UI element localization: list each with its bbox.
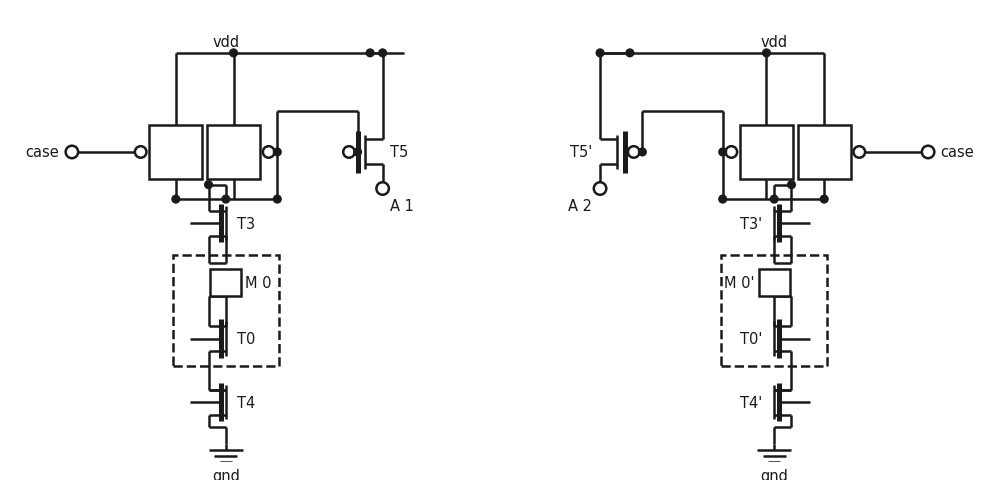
- Text: T5: T5: [390, 145, 409, 160]
- Text: T1': T1': [813, 145, 835, 160]
- Circle shape: [594, 183, 606, 195]
- Circle shape: [596, 50, 604, 58]
- Bar: [207, 126, 260, 180]
- Text: vdd: vdd: [212, 35, 239, 50]
- Circle shape: [273, 149, 281, 156]
- Circle shape: [66, 146, 78, 159]
- Text: A 2: A 2: [568, 199, 592, 214]
- Text: T0': T0': [740, 331, 763, 347]
- Circle shape: [263, 147, 274, 158]
- Text: T2': T2': [755, 145, 778, 160]
- Text: T3': T3': [740, 216, 763, 231]
- Circle shape: [354, 149, 361, 156]
- Text: T4: T4: [237, 395, 256, 410]
- Circle shape: [726, 147, 737, 158]
- Circle shape: [770, 196, 778, 204]
- Text: T3: T3: [237, 216, 256, 231]
- Text: T2: T2: [224, 145, 243, 160]
- Circle shape: [273, 196, 281, 204]
- Bar: [149, 126, 202, 180]
- Circle shape: [222, 196, 230, 204]
- Text: M 0: M 0: [245, 276, 272, 291]
- Text: T1: T1: [167, 145, 185, 160]
- Circle shape: [343, 147, 355, 158]
- Circle shape: [854, 147, 865, 158]
- Circle shape: [922, 146, 934, 159]
- Circle shape: [788, 181, 795, 189]
- Text: M 0': M 0': [724, 276, 755, 291]
- Circle shape: [639, 149, 646, 156]
- Bar: [173, 255, 279, 366]
- Text: gnd: gnd: [212, 468, 240, 480]
- Circle shape: [379, 50, 386, 58]
- Bar: [759, 270, 790, 297]
- Circle shape: [719, 149, 727, 156]
- Circle shape: [719, 196, 727, 204]
- Circle shape: [376, 183, 389, 195]
- Circle shape: [626, 50, 634, 58]
- Text: A 1: A 1: [390, 199, 414, 214]
- Circle shape: [205, 181, 212, 189]
- Text: T0: T0: [237, 331, 256, 347]
- Text: case: case: [26, 145, 59, 160]
- Text: T4': T4': [740, 395, 763, 410]
- Bar: [740, 126, 793, 180]
- Circle shape: [230, 50, 237, 58]
- Circle shape: [820, 196, 828, 204]
- Bar: [798, 126, 851, 180]
- Circle shape: [135, 147, 146, 158]
- Text: case: case: [941, 145, 974, 160]
- Circle shape: [172, 196, 180, 204]
- Bar: [721, 255, 827, 366]
- Text: gnd: gnd: [760, 468, 788, 480]
- Text: vdd: vdd: [761, 35, 788, 50]
- Circle shape: [628, 147, 639, 158]
- Circle shape: [763, 50, 770, 58]
- Circle shape: [366, 50, 374, 58]
- Bar: [210, 270, 241, 297]
- Text: T5': T5': [570, 145, 592, 160]
